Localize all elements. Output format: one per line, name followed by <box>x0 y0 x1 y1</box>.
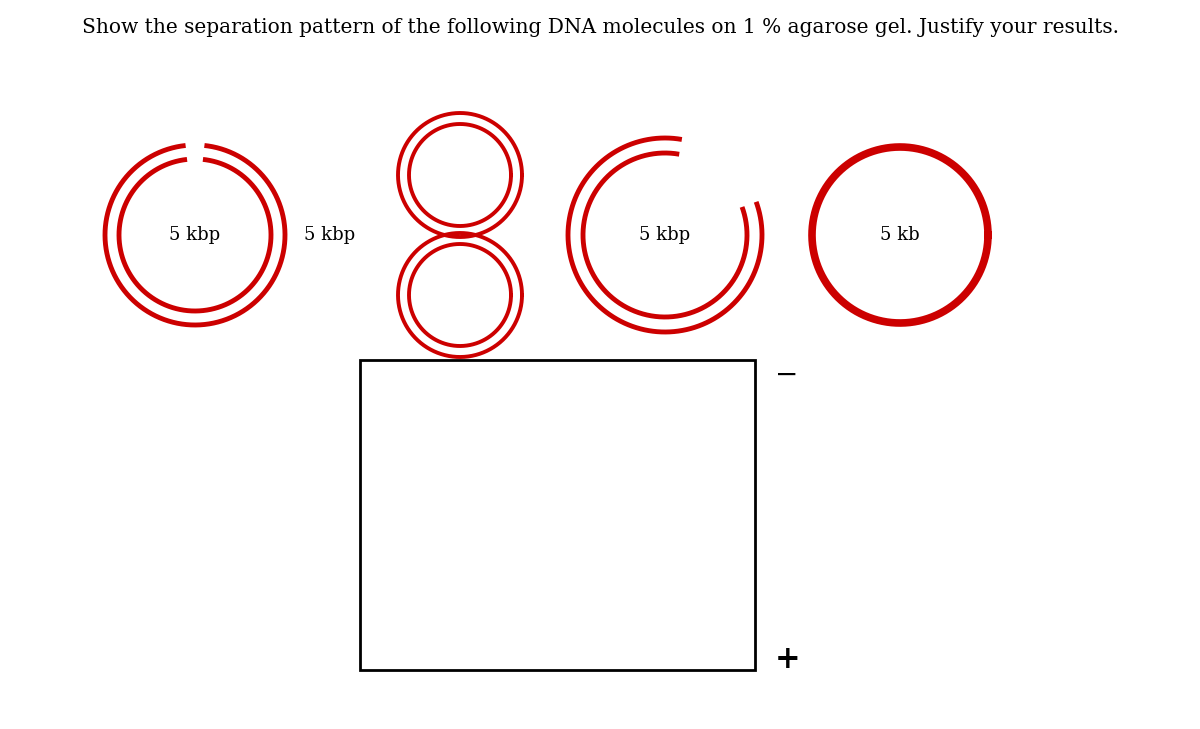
Text: Show the separation pattern of the following DNA molecules on 1 % agarose gel. J: Show the separation pattern of the follo… <box>82 18 1118 37</box>
Text: −: − <box>775 362 798 389</box>
Text: 5 kb: 5 kb <box>880 226 920 244</box>
Bar <box>360 360 755 670</box>
Text: 5 kbp: 5 kbp <box>169 226 221 244</box>
Text: +: + <box>775 644 800 676</box>
Text: 5 kbp: 5 kbp <box>304 226 355 244</box>
Text: 5 kbp: 5 kbp <box>640 226 690 244</box>
